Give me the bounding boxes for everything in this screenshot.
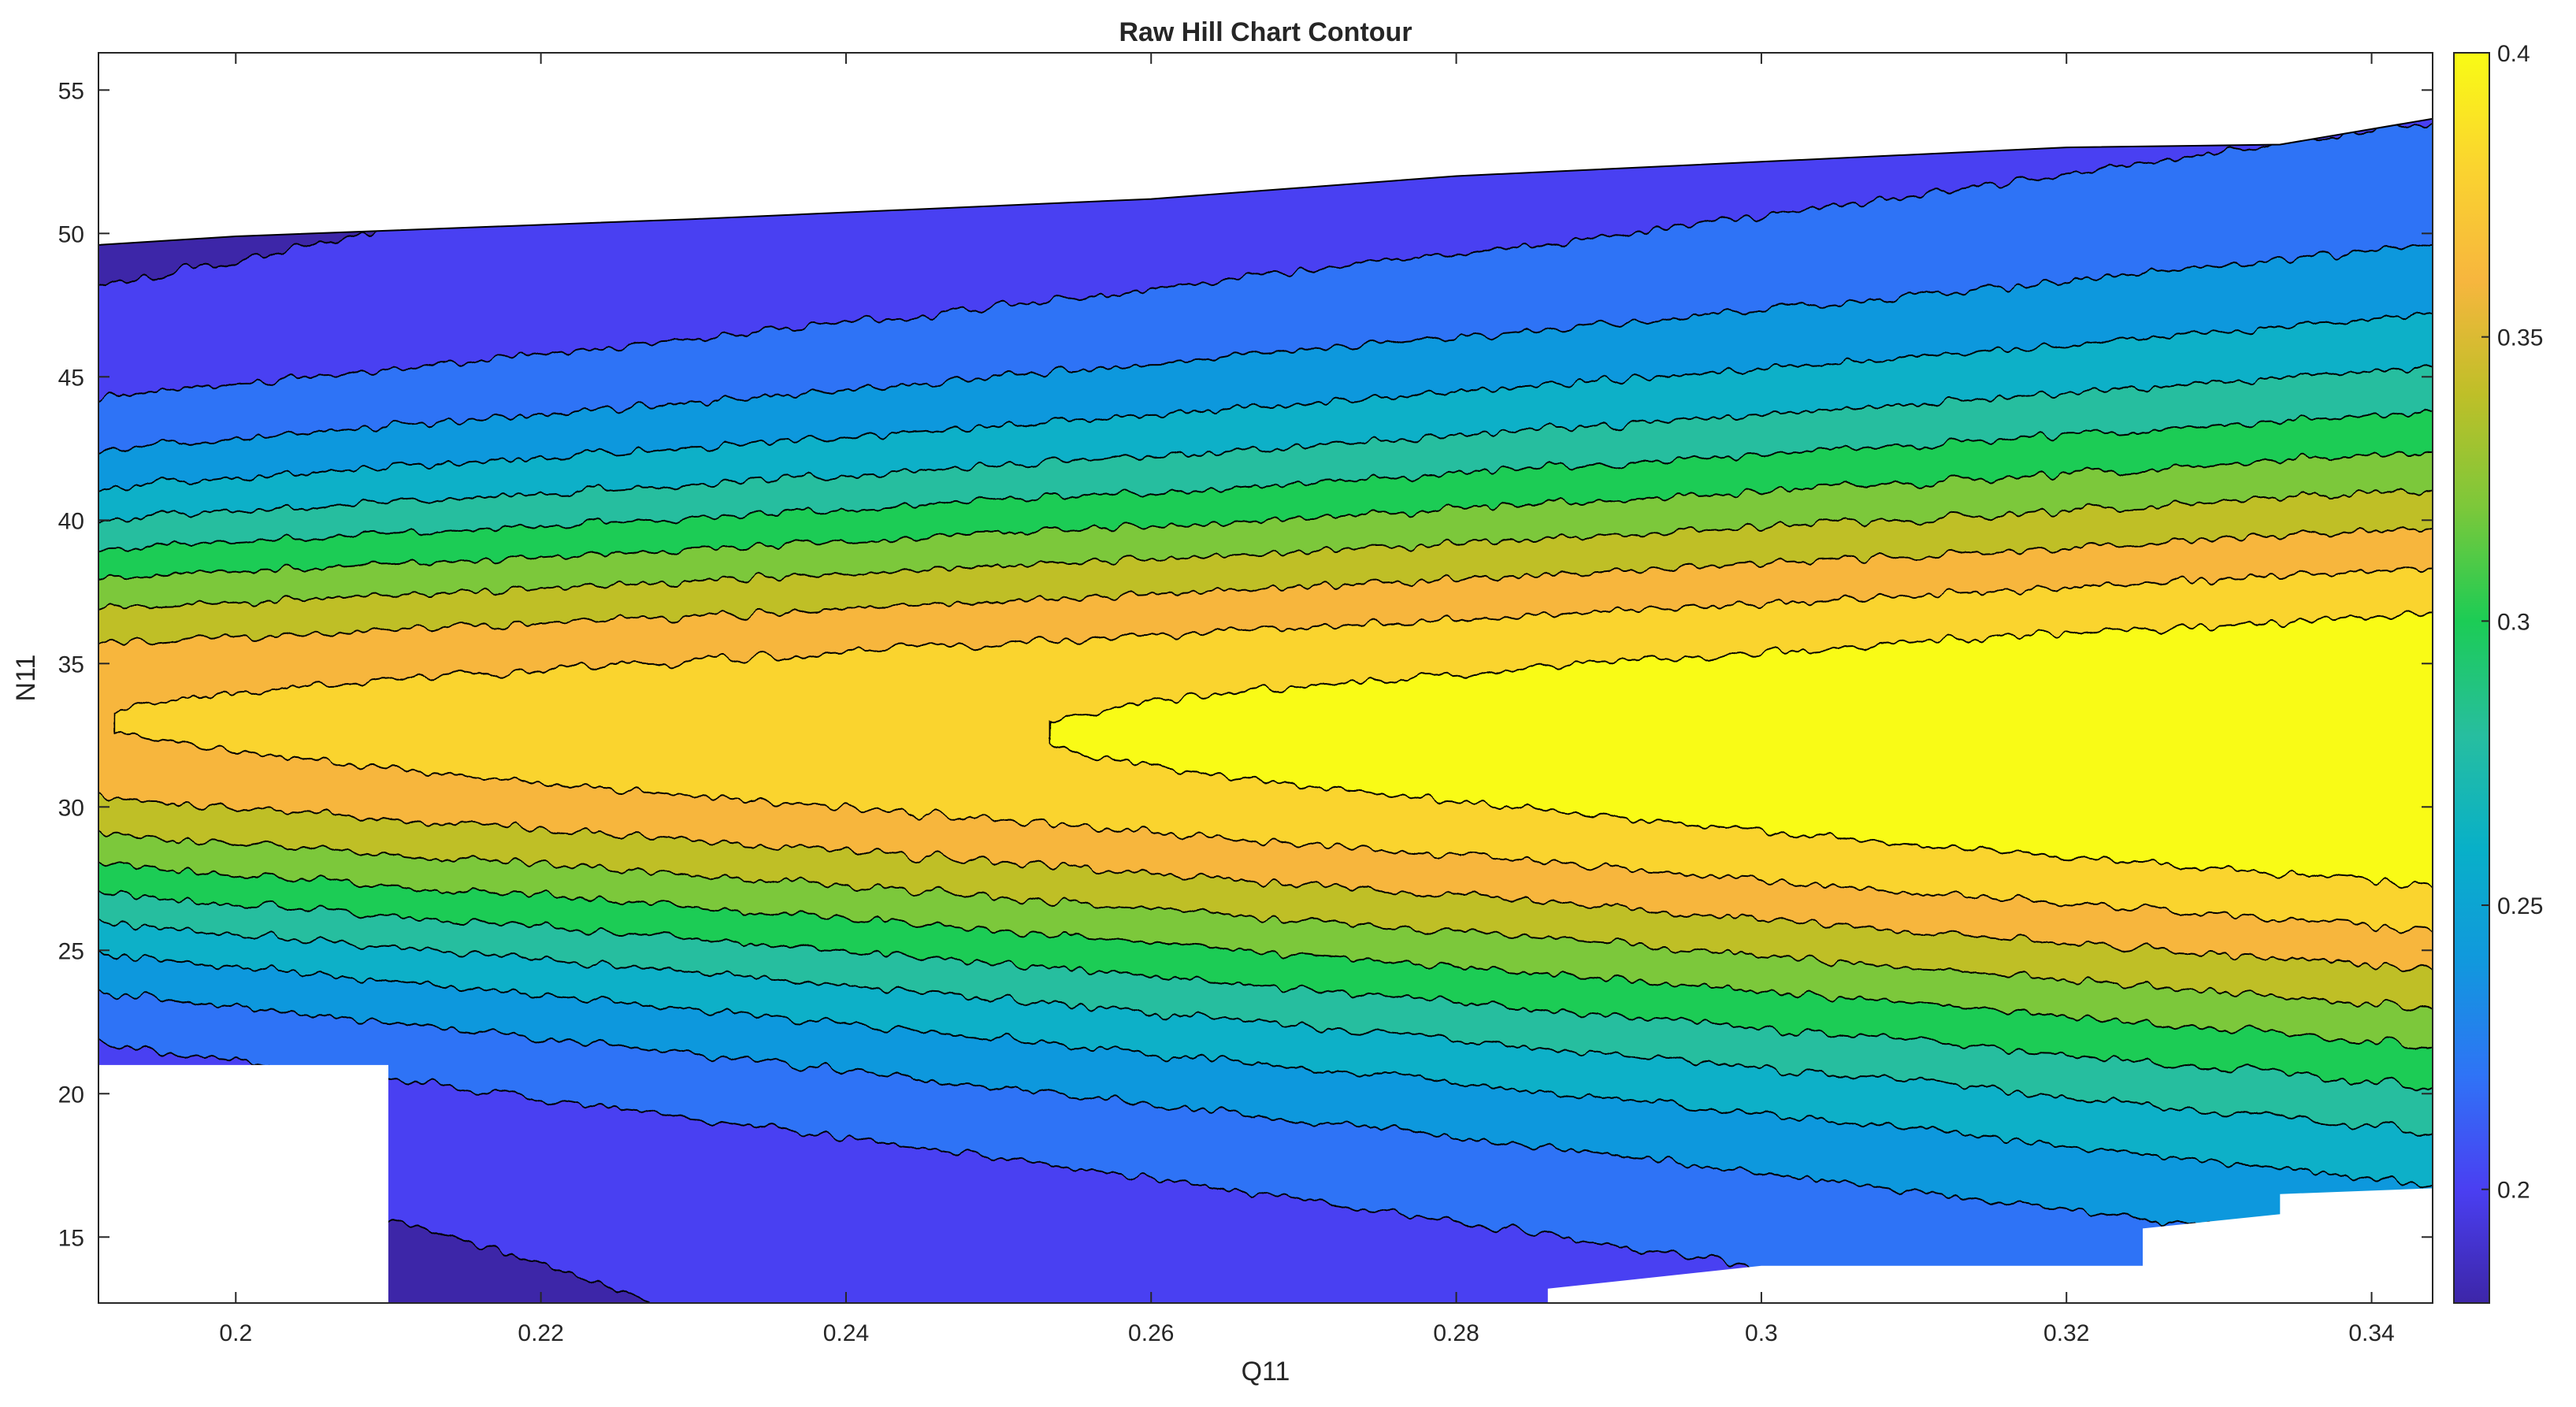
mask-left-gap [98,1064,388,1303]
x-tick-label: 0.34 [2348,1320,2394,1346]
y-tick-label: 45 [58,365,84,391]
y-tick-label: 35 [58,652,84,678]
plot-area [98,53,2433,1303]
x-axis: 0.2 0.22 0.24 0.26 0.28 0.3 0.32 0.34 [219,53,2395,1346]
x-tick-label: 0.32 [2043,1320,2089,1346]
mask-top [98,53,2433,245]
chart-title: Raw Hill Chart Contour [1119,17,1412,47]
y-tick-label: 25 [58,938,84,964]
contour-line-4 [98,366,2433,1134]
colorbar-frame [2453,52,2490,1304]
x-tick-label: 0.3 [1745,1320,1778,1346]
contour-line-2 [98,243,2433,1256]
y-tick-label: 50 [58,221,84,247]
domain-mask [98,53,2433,1303]
x-tick-label: 0.26 [1128,1320,1174,1346]
x-tick-label: 0.28 [1433,1320,1479,1346]
x-axis-label: Q11 [1242,1357,1290,1387]
colorbar-gradient [2454,53,2489,1303]
mask-bottom [388,1188,2433,1303]
y-tick-label: 15 [58,1225,84,1251]
x-tick-label: 0.2 [219,1320,252,1346]
contour-lines [98,53,2433,1303]
x-tick-label: 0.24 [823,1320,869,1346]
y-axis: 15 20 25 30 35 40 45 50 55 [58,78,2433,1251]
colorbar-tick-label: 0.2 [2497,1178,2530,1204]
x-tick-label: 0.22 [518,1320,563,1346]
colorbar-tick-label: 0.25 [2497,893,2543,919]
contour-band-10 [1049,612,2433,886]
top-boundary-line [98,117,2433,246]
contour-line-5 [98,410,2433,1089]
plot-frame [98,52,2433,1304]
y-tick-label: 40 [58,508,84,534]
colorbar-ticks: 0.2 0.25 0.3 0.35 0.4 [2481,41,2543,1204]
contour-line-7 [98,489,2433,1010]
contour-line-3 [98,313,2433,1186]
y-tick-label: 30 [58,795,84,821]
colorbar-tick-label: 0.3 [2497,609,2530,635]
colorbar-tick-label: 0.35 [2497,325,2543,351]
contour-line-1 [98,119,2433,1303]
y-axis-label: N11 [11,655,41,702]
colorbar-tick-label: 0.4 [2497,41,2530,67]
contour-line-6 [98,451,2433,1049]
contour-line-9 [113,567,2433,933]
contour-line-8 [98,527,2433,971]
contour-line-10 [1049,611,2433,887]
y-tick-label: 55 [58,78,84,104]
y-tick-label: 20 [58,1082,84,1108]
contour-fill [98,53,2433,1303]
colorbar: 0.2 0.25 0.3 0.35 0.4 [2453,41,2543,1304]
